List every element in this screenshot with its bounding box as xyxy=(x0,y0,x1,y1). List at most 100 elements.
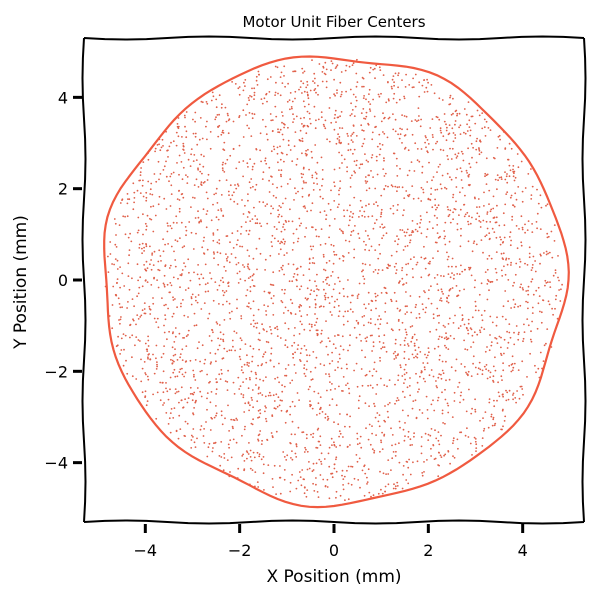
fiber-point xyxy=(248,255,251,257)
fiber-point xyxy=(506,181,509,184)
fiber-point xyxy=(315,356,318,359)
fiber-point xyxy=(369,110,372,112)
fiber-point xyxy=(248,127,250,130)
fiber-point xyxy=(369,384,372,387)
fiber-point xyxy=(466,130,469,132)
fiber-point xyxy=(519,385,522,388)
fiber-point xyxy=(279,337,282,339)
fiber-point xyxy=(470,412,473,415)
fiber-point xyxy=(447,208,450,211)
fiber-point xyxy=(121,272,124,275)
fiber-point xyxy=(213,193,216,196)
fiber-point xyxy=(265,330,268,333)
fiber-point xyxy=(478,215,481,218)
fiber-point xyxy=(146,281,149,283)
fiber-point xyxy=(248,377,251,379)
fiber-point xyxy=(461,319,464,321)
fiber-point xyxy=(192,160,195,163)
fiber-point xyxy=(456,168,458,171)
fiber-point xyxy=(190,296,193,298)
fiber-point xyxy=(469,327,472,329)
fiber-point xyxy=(221,131,224,134)
fiber-point xyxy=(534,364,536,367)
fiber-point xyxy=(219,464,222,467)
fiber-point xyxy=(286,346,289,349)
fiber-point xyxy=(119,286,121,289)
fiber-point xyxy=(301,195,304,198)
fiber-point xyxy=(474,398,476,401)
fiber-point xyxy=(519,304,522,307)
fiber-point xyxy=(424,432,427,435)
fiber-point xyxy=(293,364,296,366)
fiber-point xyxy=(387,459,390,461)
fiber-point xyxy=(514,397,517,399)
fiber-point xyxy=(368,174,370,177)
fiber-point xyxy=(347,349,349,352)
fiber-point xyxy=(270,352,273,355)
fiber-point xyxy=(348,65,351,68)
fiber-point xyxy=(438,451,440,454)
fiber-point xyxy=(364,472,367,475)
fiber-point xyxy=(483,427,486,430)
fiber-point xyxy=(268,191,271,193)
fiber-point xyxy=(315,119,317,122)
fiber-point xyxy=(521,388,524,390)
fiber-point xyxy=(551,307,553,310)
fiber-point xyxy=(456,273,459,275)
fiber-point xyxy=(459,401,461,404)
fiber-point xyxy=(513,343,516,346)
fiber-point xyxy=(169,376,172,379)
fiber-point xyxy=(480,239,483,242)
fiber-point xyxy=(340,71,343,73)
fiber-point xyxy=(129,323,132,326)
fiber-point xyxy=(115,345,118,348)
fiber-point xyxy=(235,417,238,420)
fiber-point xyxy=(374,292,377,295)
fiber-point xyxy=(215,216,218,219)
fiber-point xyxy=(496,204,498,207)
fiber-point xyxy=(364,263,367,266)
fiber-point xyxy=(441,412,444,415)
fiber-point xyxy=(342,255,345,258)
fiber-point xyxy=(245,114,247,116)
fiber-point xyxy=(560,288,562,291)
fiber-point xyxy=(331,271,334,273)
fiber-point xyxy=(259,252,262,255)
fiber-point xyxy=(156,361,158,363)
fiber-point xyxy=(521,287,524,289)
fiber-point xyxy=(531,231,534,234)
fiber-point xyxy=(339,413,341,415)
fiber-point xyxy=(138,286,141,289)
fiber-point xyxy=(506,173,508,175)
fiber-point xyxy=(517,338,520,341)
fiber-point xyxy=(348,344,351,347)
fiber-point xyxy=(474,408,477,411)
fiber-point xyxy=(505,258,507,261)
fiber-point xyxy=(394,455,397,457)
fiber-point xyxy=(224,106,227,109)
fiber-point xyxy=(163,324,165,327)
fiber-point xyxy=(192,428,195,430)
fiber-point xyxy=(437,475,440,478)
fiber-point xyxy=(244,402,247,405)
fiber-point xyxy=(334,94,336,97)
fiber-point xyxy=(212,95,215,98)
fiber-point xyxy=(339,228,341,231)
fiber-point xyxy=(399,366,402,369)
fiber-point xyxy=(297,237,300,240)
fiber-point xyxy=(232,148,235,151)
fiber-point xyxy=(384,490,386,493)
fiber-point xyxy=(347,149,350,152)
fiber-point xyxy=(301,187,304,190)
fiber-point xyxy=(149,245,151,248)
fiber-point xyxy=(395,250,398,253)
fiber-point xyxy=(187,316,189,318)
fiber-point xyxy=(341,335,344,338)
fiber-point xyxy=(443,230,446,232)
fiber-point xyxy=(323,288,325,291)
fiber-point xyxy=(241,366,243,368)
fiber-point xyxy=(193,373,195,376)
fiber-point xyxy=(196,347,199,350)
fiber-point xyxy=(303,328,306,331)
fiber-point xyxy=(334,300,336,303)
